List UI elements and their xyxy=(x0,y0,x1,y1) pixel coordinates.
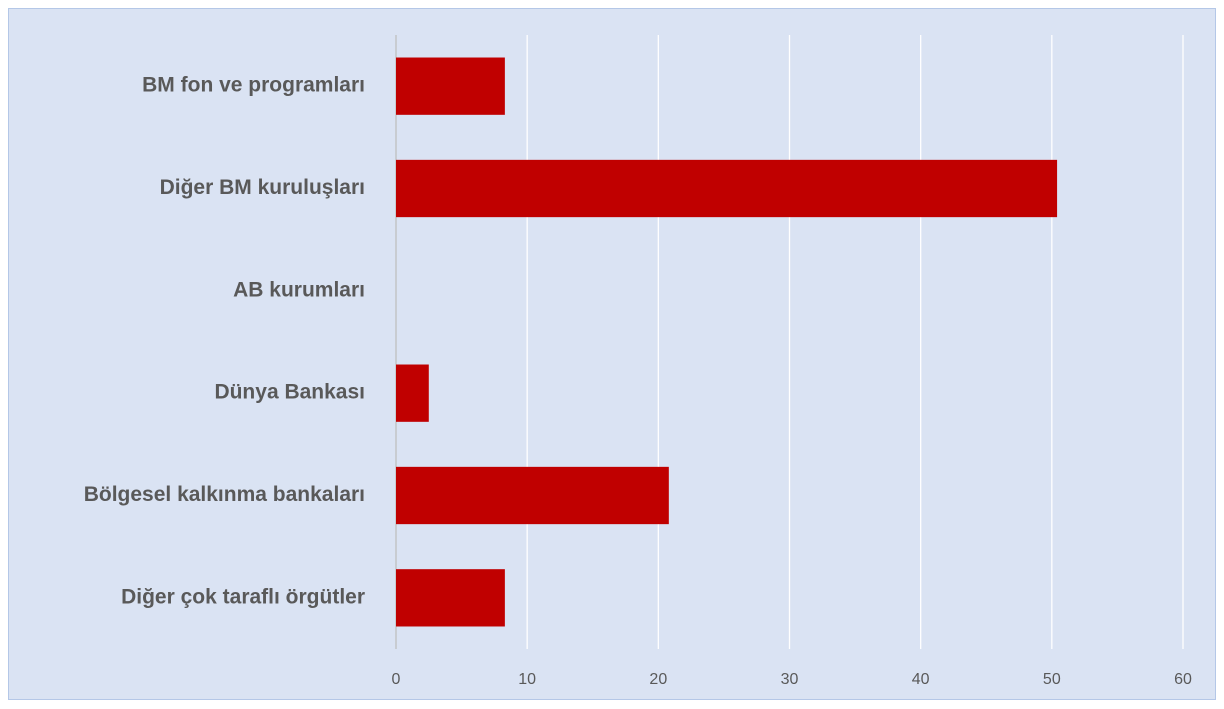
y-tick-label: Diğer çok taraflı örgütler xyxy=(121,585,365,608)
x-tick-label: 60 xyxy=(1174,671,1192,688)
bar xyxy=(396,364,429,422)
x-tick-label: 30 xyxy=(781,671,799,688)
y-tick-label: Bölgesel kalkınma bankaları xyxy=(84,483,365,506)
bar xyxy=(396,57,505,115)
y-tick-label: AB kurumları xyxy=(233,278,365,301)
y-tick-label: Diğer BM kuruluşları xyxy=(160,176,365,199)
x-tick-label: 40 xyxy=(912,671,930,688)
x-tick-label: 0 xyxy=(392,671,401,688)
y-tick-label: BM fon ve programları xyxy=(142,74,365,97)
bar xyxy=(396,466,669,525)
x-tick-label: 20 xyxy=(649,671,667,688)
chart-background xyxy=(8,8,1216,700)
x-tick-label: 10 xyxy=(518,671,536,688)
y-tick-label: Dünya Bankası xyxy=(214,381,365,404)
x-tick-label: 50 xyxy=(1043,671,1061,688)
bar xyxy=(396,569,505,627)
bar xyxy=(396,159,1058,218)
